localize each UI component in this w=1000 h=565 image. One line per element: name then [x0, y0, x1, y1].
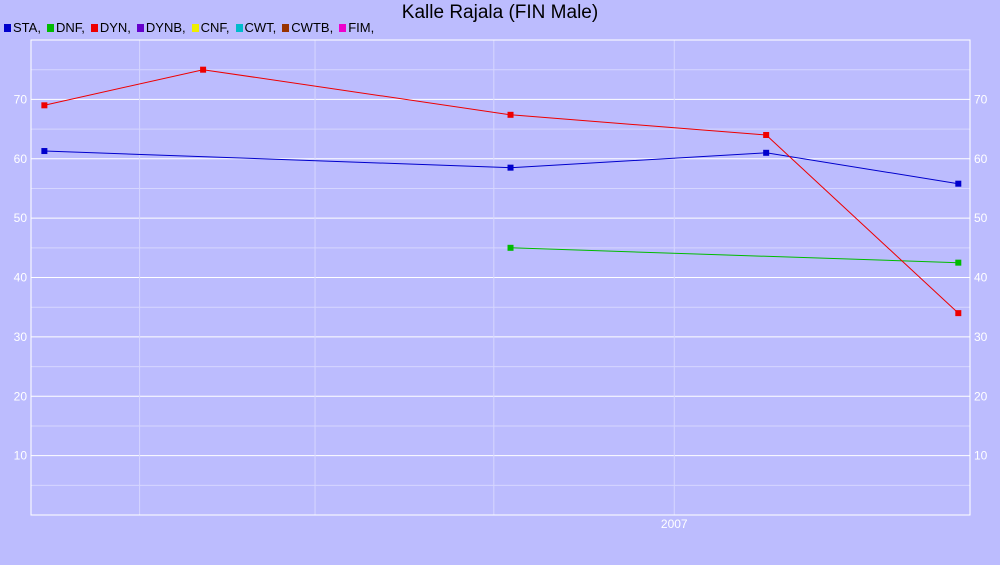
legend-swatch [191, 23, 199, 32]
y-tick-label-right: 30 [974, 330, 988, 344]
plot-frame [30, 39, 971, 516]
y-tick-label-right: 20 [974, 389, 988, 403]
y-tick-label-left: 10 [14, 449, 28, 463]
data-point-dyn [955, 310, 962, 317]
legend-label: CWT, [244, 20, 277, 35]
legend-swatch [235, 23, 243, 32]
data-point-dyn [763, 132, 770, 138]
legend-swatch [136, 23, 144, 32]
y-tick-label-left: 40 [14, 271, 28, 285]
data-point-sta [955, 180, 962, 187]
data-point-dyn [200, 66, 207, 73]
legend-item-dnf: DNF, [46, 20, 85, 35]
y-tick-label-right: 10 [974, 449, 988, 463]
legend-label: DNF, [55, 20, 85, 35]
y-tick-label-left: 70 [14, 92, 28, 106]
legend-label: DYN, [99, 20, 131, 35]
x-tick-label: 2007 [661, 517, 688, 531]
legend-label: DYNB, [145, 20, 186, 35]
data-point-dnf [955, 259, 962, 266]
data-point-dyn [507, 111, 514, 118]
series-line-dnf [510, 247, 959, 264]
y-tick-label-right: 40 [974, 271, 988, 285]
legend-swatch [46, 23, 54, 32]
y-tick-label-left: 50 [14, 211, 28, 225]
series-line-dyn [44, 69, 959, 314]
legend-item-dynb: DYNB, [136, 20, 186, 35]
legend-label: CNF, [200, 20, 230, 35]
legend-label: CWTB, [291, 20, 334, 35]
legend-swatch [90, 23, 98, 32]
legend-item-sta: STA, [4, 20, 41, 35]
data-point-dnf [507, 244, 514, 251]
y-tick-label-right: 50 [974, 211, 988, 225]
chart-title: Kalle Rajala (FIN Male) [401, 2, 599, 23]
y-tick-label-right: 70 [974, 92, 988, 106]
data-point-dyn [41, 102, 48, 109]
data-point-sta [41, 148, 48, 155]
legend-item-fim: FIM, [339, 20, 374, 35]
legend: STA, DNF, DYN, DYNB, CNF, CWT, CWTB, FIM, [4, 20, 374, 35]
y-tick-label-left: 60 [14, 152, 28, 166]
legend-item-cnf: CNF, [191, 20, 230, 35]
data-point-sta [763, 149, 770, 156]
legend-swatch [4, 23, 11, 32]
y-tick-label-left: 30 [14, 330, 28, 344]
legend-swatch [282, 23, 290, 32]
legend-item-cwtb: CWTB, [282, 20, 333, 35]
y-tick-label-left: 20 [14, 389, 28, 403]
data-point-sta [507, 164, 514, 171]
y-tick-label-right: 60 [974, 152, 988, 166]
legend-label: FIM, [348, 20, 375, 35]
legend-item-dyn: DYN, [90, 20, 131, 35]
series-line-sta [44, 150, 959, 185]
legend-label: STA, [13, 20, 41, 35]
legend-item-cwt: CWT, [235, 20, 277, 35]
legend-swatch [339, 23, 347, 32]
